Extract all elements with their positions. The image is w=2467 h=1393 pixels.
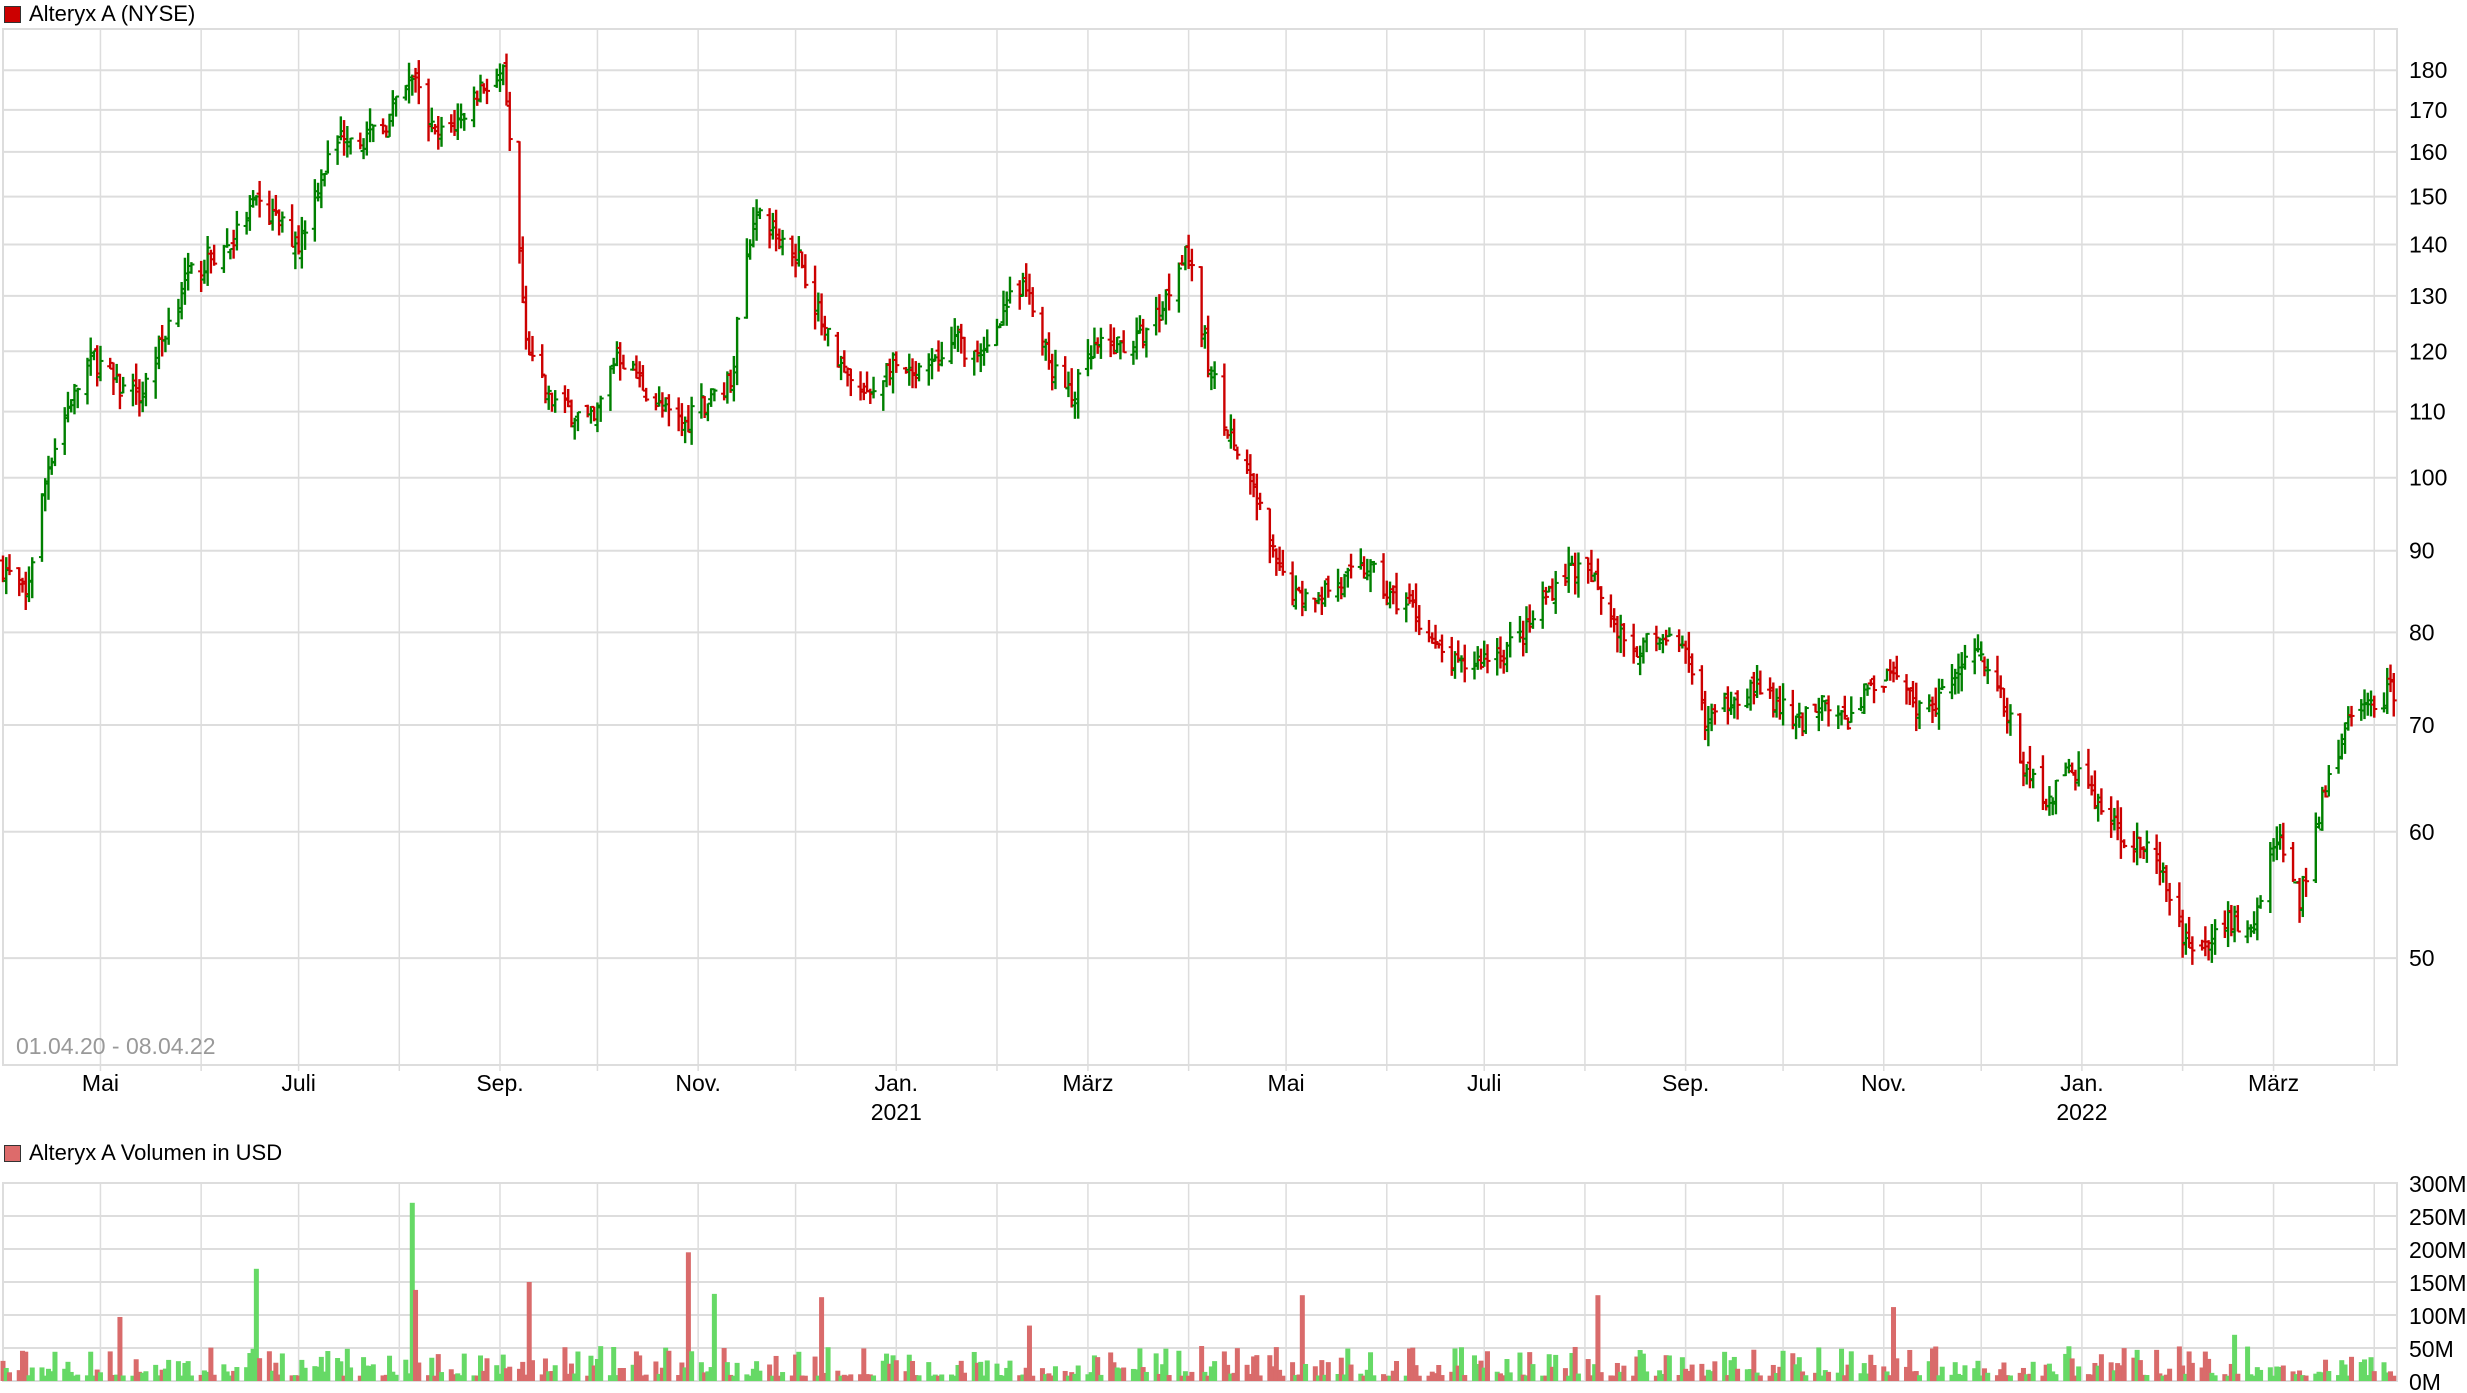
svg-text:90: 90 [2409,538,2435,564]
svg-text:80: 80 [2409,619,2435,645]
svg-text:200M: 200M [2409,1237,2467,1263]
svg-text:150M: 150M [2409,1270,2467,1296]
svg-text:50: 50 [2409,945,2435,971]
price-gridlines [2,28,2398,1071]
volume-gridlines [2,1182,2398,1382]
price-legend: Alteryx A (NYSE) [4,1,195,27]
svg-text:70: 70 [2409,712,2435,738]
svg-text:100: 100 [2409,465,2447,491]
svg-text:110: 110 [2409,399,2446,425]
svg-text:2022: 2022 [2056,1099,2107,1125]
volume-legend-swatch [4,1144,21,1162]
svg-text:130: 130 [2409,283,2447,309]
svg-text:Sep.: Sep. [1662,1070,1709,1096]
price-legend-swatch [4,5,21,23]
svg-text:170: 170 [2409,97,2447,123]
price-legend-label: Alteryx A (NYSE) [29,1,196,26]
svg-text:März: März [2248,1070,2299,1096]
volume-legend: Alteryx A Volumen in USD [4,1140,282,1166]
svg-text:März: März [1062,1070,1113,1096]
date-range-label: 01.04.20 - 08.04.22 [16,1033,216,1059]
svg-text:140: 140 [2409,231,2447,257]
svg-text:120: 120 [2409,338,2447,364]
svg-text:Jan.: Jan. [2060,1070,2103,1096]
date-x-axis: Mai Juli Sep. Nov. Jan. 2021 März Mai Juli Sep. No… [82,1070,2299,1125]
svg-text:Sep.: Sep. [476,1070,523,1096]
svg-text:300M: 300M [2409,1171,2467,1197]
svg-text:Mai: Mai [1268,1070,1305,1096]
price-ohlc-bars [0,53,2397,965]
volume-y-axis: 300M 250M 200M 150M 100M 50M 0M [2409,1171,2467,1393]
svg-text:100M: 100M [2409,1303,2467,1329]
svg-text:Juli: Juli [1467,1070,1502,1096]
svg-text:Nov.: Nov. [1861,1070,1907,1096]
svg-text:150: 150 [2409,184,2447,210]
svg-text:Mai: Mai [82,1070,119,1096]
svg-text:160: 160 [2409,139,2447,165]
volume-legend-label: Alteryx A Volumen in USD [29,1140,283,1165]
svg-text:Nov.: Nov. [675,1070,721,1096]
svg-text:60: 60 [2409,819,2435,845]
svg-text:0M: 0M [2409,1369,2441,1393]
svg-text:50M: 50M [2409,1336,2454,1362]
volume-bars [0,1202,2397,1381]
price-y-axis: 180 170 160 150 140 130 120 110 100 90 80 70 60 50 [2409,57,2447,971]
svg-text:2021: 2021 [871,1099,922,1125]
svg-text:250M: 250M [2409,1204,2467,1230]
svg-text:Jan.: Jan. [875,1070,918,1096]
svg-text:180: 180 [2409,57,2447,83]
svg-text:Juli: Juli [281,1070,316,1096]
